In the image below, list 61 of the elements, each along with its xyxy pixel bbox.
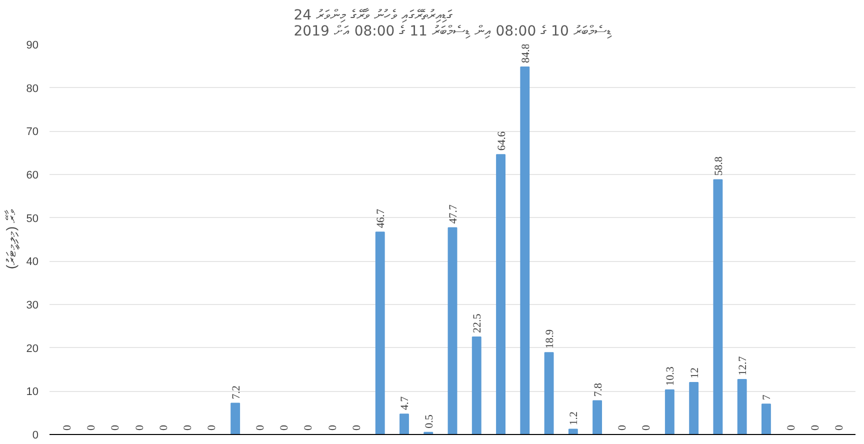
data-label: 58.8 <box>712 156 725 176</box>
data-label: 0 <box>61 424 74 430</box>
chart-subtitle: 2019 ޑިސެމްބަރު 10 ގެ 08:00 އިން ޑިސެމްބަރު 11 ގެ 08:00 އަށް <box>294 24 612 40</box>
bar <box>230 402 240 434</box>
y-axis-title: ވާރޭ (މިލިމީޓަރު) <box>3 208 20 270</box>
bar <box>496 154 506 434</box>
bar <box>664 389 674 434</box>
data-label: 10.3 <box>664 366 677 386</box>
data-label: 47.7 <box>448 204 460 224</box>
data-label: 0 <box>182 424 194 430</box>
data-label: 0 <box>134 424 146 430</box>
bar <box>592 400 602 434</box>
bar <box>689 382 699 434</box>
y-tick-label: 80 <box>26 82 39 95</box>
data-label: 1.2 <box>568 412 580 426</box>
y-tick-label: 50 <box>26 212 39 225</box>
bar <box>375 232 385 434</box>
data-label: 0 <box>302 424 315 430</box>
data-label: 22.5 <box>472 313 484 333</box>
data-label: 7.8 <box>592 382 604 397</box>
data-label: 0 <box>785 424 798 430</box>
data-label: 18.9 <box>544 328 556 349</box>
data-label: 0 <box>158 424 170 430</box>
bar <box>568 428 578 434</box>
data-label: 0.5 <box>423 414 436 428</box>
chart-title: 24 ގަޑިއިރުތެރޭގައި ވެހުނު ވާރޭގެ މިންވަރު <box>294 8 452 24</box>
data-label: 12 <box>688 368 701 378</box>
bar <box>713 179 723 434</box>
bar <box>400 414 409 434</box>
data-label: 0 <box>278 424 291 430</box>
data-label: 0 <box>254 424 266 430</box>
data-label: 0 <box>110 424 122 430</box>
data-label: 0 <box>640 424 653 430</box>
y-tick-label: 90 <box>26 40 39 52</box>
y-tick-label: 60 <box>26 170 39 182</box>
data-label: 0 <box>350 424 363 430</box>
bar <box>737 378 747 434</box>
data-label: 12.7 <box>737 356 750 376</box>
data-label: 0 <box>809 424 822 430</box>
y-tick-label: 30 <box>26 300 39 312</box>
y-tick-label: 20 <box>26 342 39 355</box>
bar <box>448 227 458 434</box>
bar <box>761 404 771 434</box>
data-label: 46.7 <box>375 208 388 228</box>
data-label: 0 <box>86 424 98 430</box>
y-tick-label: 0 <box>32 430 39 442</box>
data-label: 4.7 <box>399 396 412 410</box>
data-label: 84.8 <box>520 43 532 64</box>
data-label: 0 <box>326 424 339 430</box>
data-label: 7.2 <box>230 386 242 400</box>
y-tick-label: 10 <box>26 386 39 398</box>
data-label: 0 <box>616 424 628 430</box>
y-tick-label: 40 <box>26 256 39 268</box>
bar <box>520 66 530 434</box>
data-label: 7 <box>761 394 774 400</box>
data-label: 0 <box>206 424 218 430</box>
bar <box>544 352 554 434</box>
bar <box>472 336 482 434</box>
y-tick-label: 70 <box>26 126 39 138</box>
data-label: 0 <box>834 424 846 430</box>
data-label: 64.6 <box>496 130 508 151</box>
